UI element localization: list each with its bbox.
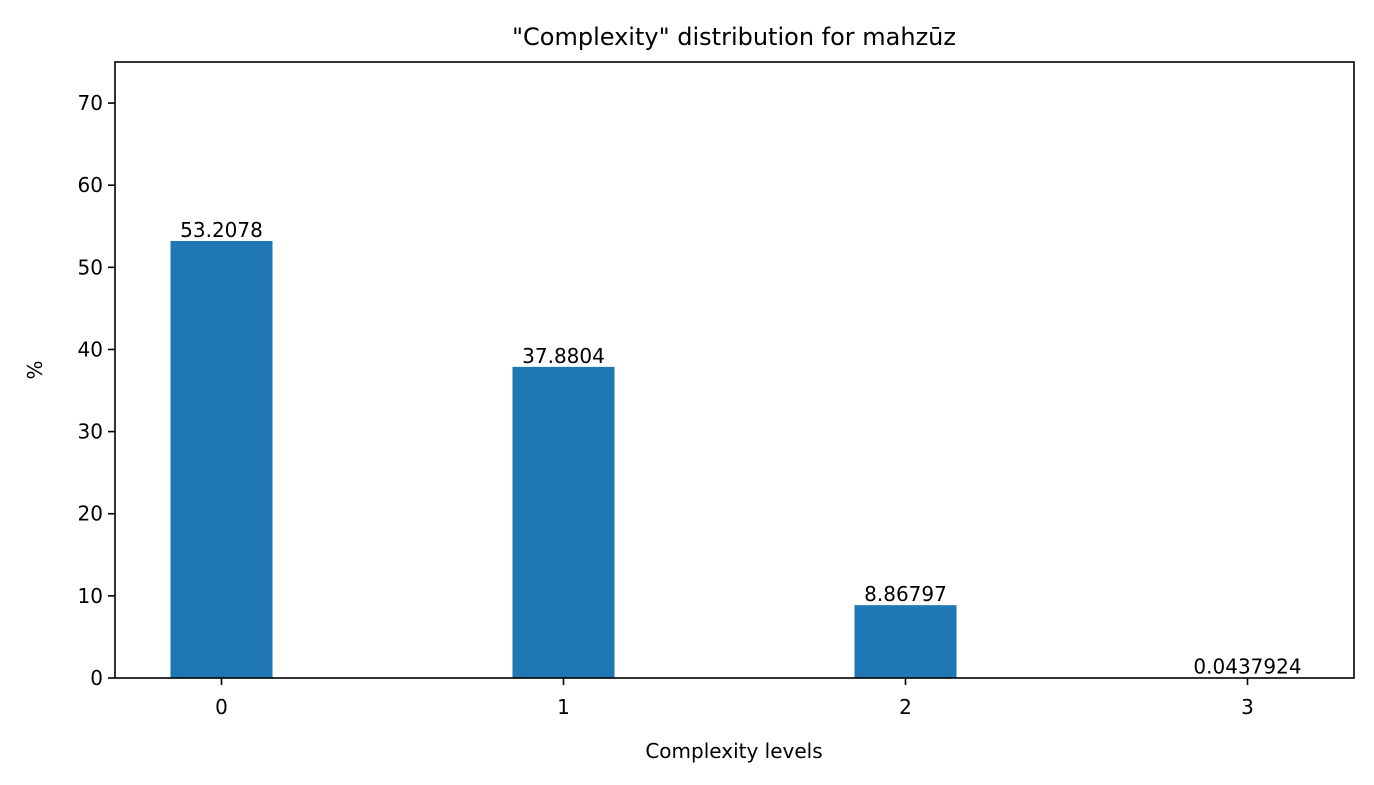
y-tick-label-70: 70 [78, 91, 103, 115]
bars-group: 53.2078 37.8804 8.86797 0.0437924 [170, 218, 1302, 679]
y-axis-label: % [23, 360, 47, 379]
bar-value-label-0: 53.2078 [180, 218, 263, 242]
x-tick-label-1: 1 [557, 695, 570, 719]
bar-value-label-3: 0.0437924 [1193, 655, 1301, 679]
chart-title: "Complexity" distribution for mahzūz [512, 23, 956, 51]
x-axis-label: Complexity levels [645, 739, 822, 763]
y-tick-label-60: 60 [78, 173, 103, 197]
x-tick-label-3: 3 [1241, 695, 1254, 719]
plot-frame [114, 61, 1355, 679]
bar-value-label-1: 37.8804 [522, 344, 605, 368]
y-tick-label-50: 50 [78, 255, 103, 279]
bar-0 [170, 240, 273, 678]
y-tick-label-20: 20 [78, 502, 103, 526]
bar-1 [512, 366, 615, 678]
x-tick-label-2: 2 [899, 695, 912, 719]
y-tick-label-10: 10 [78, 584, 103, 608]
y-axis-ticks: 0 10 20 30 40 50 60 70 [78, 91, 115, 690]
bar-2 [854, 605, 957, 678]
bar-value-label-2: 8.86797 [864, 582, 947, 606]
x-axis-ticks: 0 1 2 3 [215, 678, 1254, 719]
y-tick-label-40: 40 [78, 337, 103, 361]
y-tick-label-0: 0 [90, 666, 103, 690]
x-tick-label-0: 0 [215, 695, 228, 719]
y-tick-label-30: 30 [78, 420, 103, 444]
